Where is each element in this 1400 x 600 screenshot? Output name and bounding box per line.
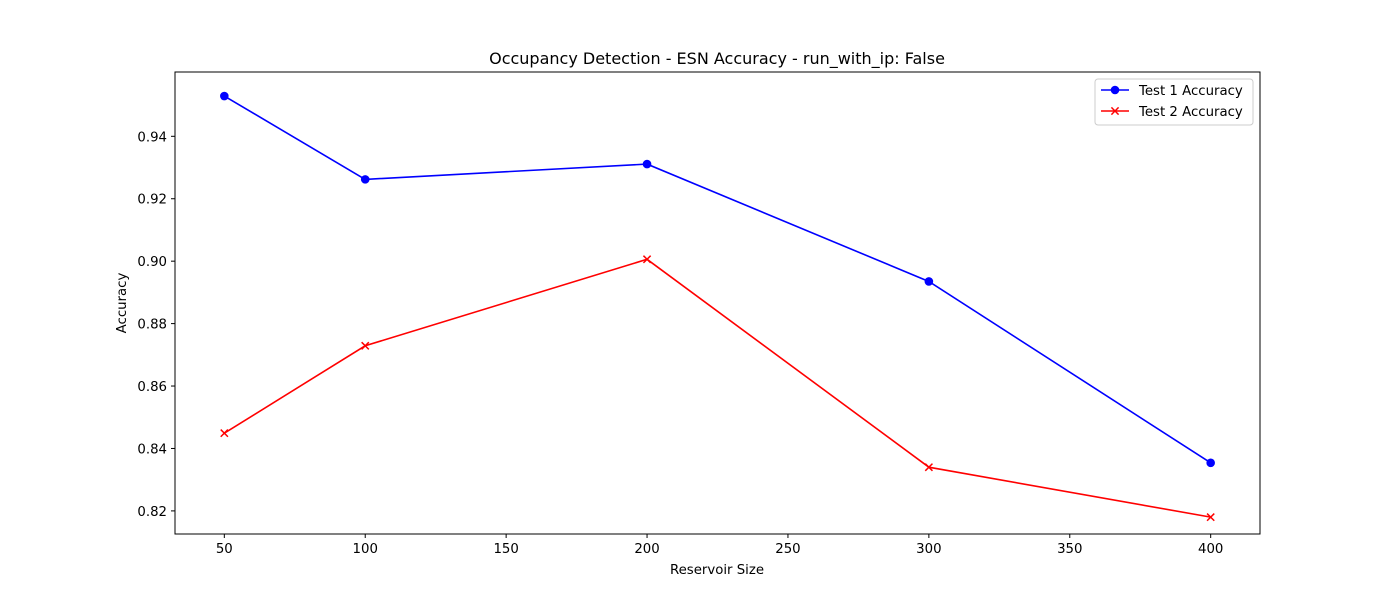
data-point-series-1 xyxy=(220,91,229,101)
plot-area xyxy=(220,91,1215,522)
x-tick-label: 400 xyxy=(1198,542,1223,557)
x-tick-label: 300 xyxy=(916,542,941,557)
x-marker-stroke xyxy=(1206,513,1215,522)
x-marker-stroke xyxy=(924,463,933,472)
chart-title: Occupancy Detection - ESN Accuracy - run… xyxy=(489,49,945,69)
data-point-series-2 xyxy=(642,255,652,264)
x-tick-label: 250 xyxy=(775,542,800,557)
axes-frame xyxy=(174,71,1261,535)
data-point-series-1 xyxy=(360,175,370,184)
y-tick-label: 0.82 xyxy=(137,505,167,520)
y-tick-label: 0.94 xyxy=(137,130,167,145)
y-tick-label: 0.88 xyxy=(137,318,167,333)
y-tick-label: 0.86 xyxy=(137,380,167,395)
x-tick-label: 350 xyxy=(1057,542,1082,557)
axis-ticks: 50 100 150 200 250 300 350 400 0.82 0.84 0.86 0.88 0… xyxy=(137,130,1223,557)
x-marker-stroke xyxy=(220,429,229,438)
legend-marker xyxy=(1110,85,1120,95)
data-point-series-1 xyxy=(924,277,934,286)
x-tick-label: 150 xyxy=(493,542,518,557)
y-tick-label: 0.84 xyxy=(137,442,167,457)
y-tick-label: 0.90 xyxy=(137,255,167,270)
data-point-series-2 xyxy=(924,463,933,472)
data-point-series-1 xyxy=(642,159,652,169)
x-marker-stroke xyxy=(642,255,652,264)
x-tick-label: 100 xyxy=(353,542,378,557)
y-tick-label: 0.92 xyxy=(137,193,167,208)
data-point-series-2 xyxy=(361,341,370,350)
x-tick-label: 200 xyxy=(634,542,659,557)
y-axis-label: Accuracy xyxy=(115,273,130,334)
legend-marker xyxy=(1110,106,1120,116)
legend-box xyxy=(1094,78,1254,126)
x-marker-stroke xyxy=(361,341,370,350)
x-tick-label: 50 xyxy=(216,542,233,557)
data-point-series-2 xyxy=(1206,513,1215,522)
data-point-series-1 xyxy=(1206,458,1215,468)
legend-label: Test 2 Accuracy xyxy=(1138,105,1243,120)
x-axis-label: Reservoir Size xyxy=(670,563,764,578)
legend-label: Test 1 Accuracy xyxy=(1138,84,1243,99)
legend: Test 1 Accuracy Test 2 Accuracy xyxy=(1094,78,1254,126)
data-point-series-2 xyxy=(220,429,229,438)
